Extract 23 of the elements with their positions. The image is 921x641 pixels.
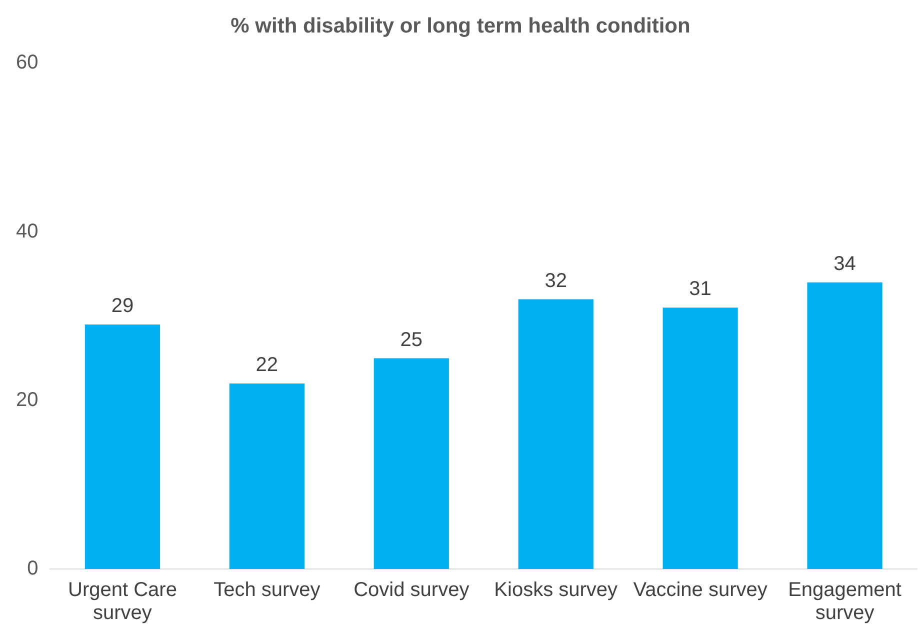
x-tick-label: Urgent Care survey [68,579,177,624]
y-tick-label: 20 [16,388,38,411]
bar [229,384,304,569]
data-label: 31 [689,278,712,300]
y-tick-label: 40 [16,220,38,242]
bar [518,299,594,569]
y-tick-label: 0 [27,558,38,580]
chart-title: % with disability or long term health condition [230,14,690,38]
bar [374,358,449,569]
bar [662,308,738,569]
x-tick-label: Covid survey [354,579,470,602]
x-tick-label: Engagement survey [788,579,902,624]
x-tick-label: Vaccine survey [633,579,768,602]
data-label: 32 [544,270,567,292]
data-label: 29 [111,295,134,318]
data-label: 22 [256,354,278,376]
bar [84,324,160,569]
data-label: 34 [834,252,856,275]
x-tick-label: Kiosks survey [494,579,618,602]
x-tick-label: Tech survey [214,579,320,602]
y-tick-label: 60 [16,52,38,74]
bar [807,282,882,569]
data-label: 25 [400,328,423,351]
